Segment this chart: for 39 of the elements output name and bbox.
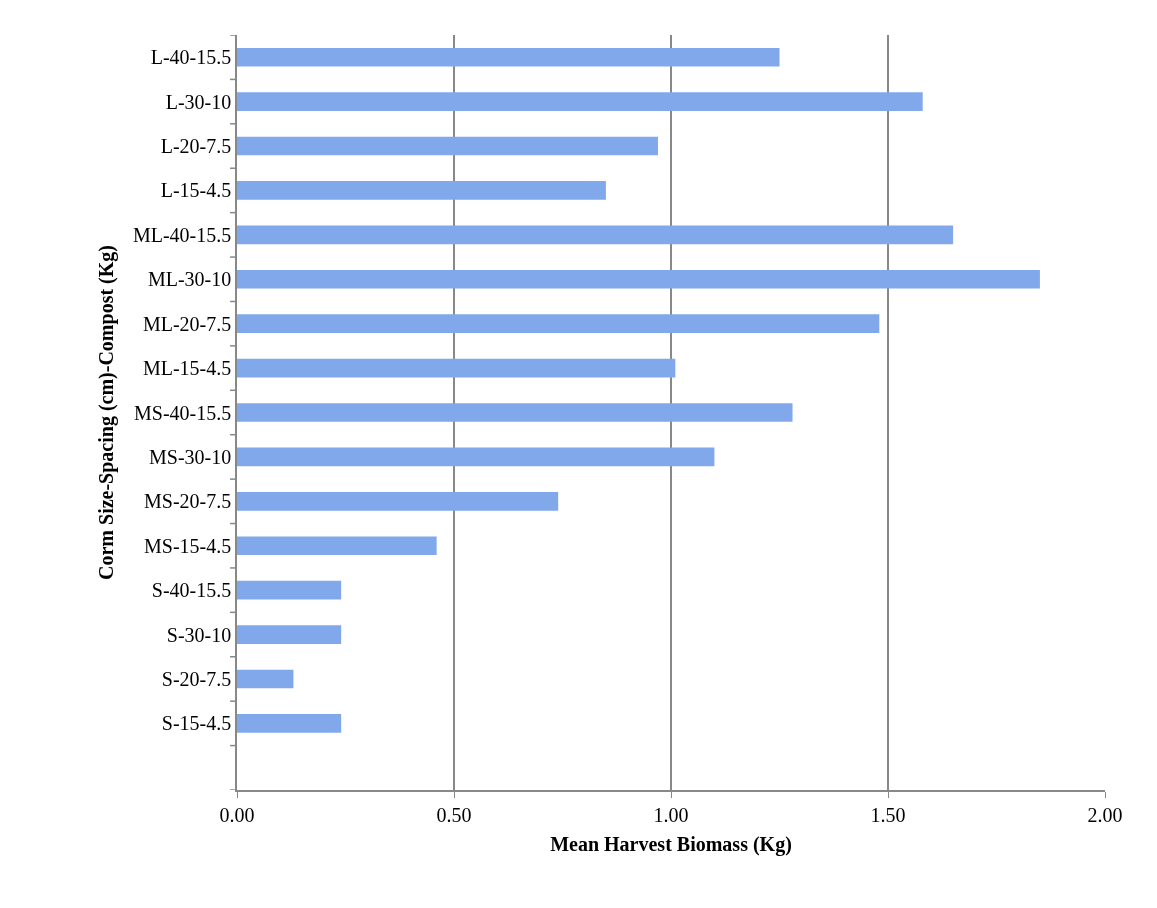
y-tick-label: S-15-4.5 bbox=[161, 712, 232, 735]
x-tick-label: 0.50 bbox=[436, 803, 472, 826]
y-tick-label: S-40-15.5 bbox=[151, 579, 232, 602]
bar bbox=[237, 136, 658, 156]
y-axis-title: Corm Size-Spacing (cm)-Compost (Kg) bbox=[94, 245, 118, 580]
y-tick-label: L-30-10 bbox=[165, 90, 232, 113]
y-tick-label: L-15-4.5 bbox=[160, 179, 232, 202]
bar bbox=[237, 47, 780, 67]
y-tick-label: MS-20-7.5 bbox=[144, 490, 232, 513]
bar bbox=[237, 625, 342, 644]
y-tick-label: ML-40-15.5 bbox=[132, 223, 232, 246]
bar bbox=[237, 580, 342, 600]
y-tick-label: ML-15-4.5 bbox=[142, 357, 232, 380]
y-tick-label: L-40-15.5 bbox=[150, 46, 232, 69]
bar bbox=[237, 403, 793, 422]
x-tick-label: 2.00 bbox=[1087, 803, 1123, 826]
y-tick-label: ML-20-7.5 bbox=[142, 312, 232, 335]
bar bbox=[237, 447, 715, 467]
bar bbox=[237, 536, 437, 556]
bar bbox=[237, 714, 342, 733]
x-axis-title: Mean Harvest Biomass (Kg) bbox=[550, 832, 792, 856]
bar bbox=[237, 181, 606, 200]
x-tick-label: 1.50 bbox=[870, 803, 906, 826]
y-tick-label: MS-30-10 bbox=[149, 445, 232, 468]
y-tick-label: MS-40-15.5 bbox=[134, 401, 232, 424]
bar bbox=[237, 358, 676, 378]
bar bbox=[237, 492, 559, 511]
x-tick-label: 1.00 bbox=[653, 803, 689, 826]
y-tick-label: S-30-10 bbox=[166, 623, 232, 646]
bar bbox=[237, 225, 954, 245]
y-tick-label: MS-15-4.5 bbox=[144, 534, 232, 557]
y-tick-label: L-20-7.5 bbox=[160, 135, 232, 158]
bar bbox=[237, 269, 1040, 289]
y-tick-label: ML-30-10 bbox=[147, 268, 232, 291]
y-tick-label: S-20-7.5 bbox=[161, 667, 232, 690]
x-tick-label: 0.00 bbox=[219, 803, 255, 826]
bar bbox=[237, 92, 923, 111]
bar bbox=[237, 314, 880, 333]
bar bbox=[237, 669, 294, 689]
